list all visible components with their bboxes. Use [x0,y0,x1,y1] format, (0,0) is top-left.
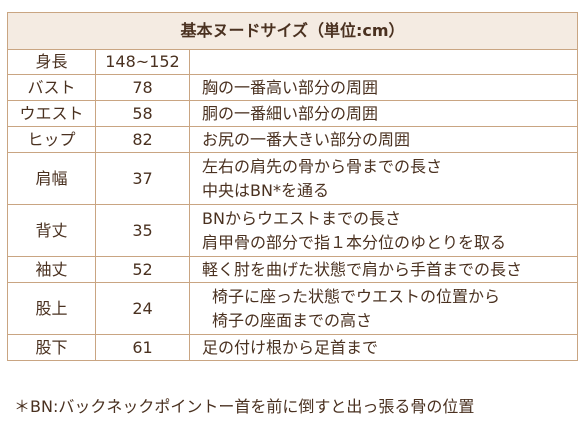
part-name: 股下 [7,334,96,361]
table-row: 股下 61 足の付け根から足首まで [7,334,579,361]
size-value: 35 [95,204,190,257]
description-line: 中央はBN*を通る [202,180,329,200]
part-name: 背丈 [7,204,96,257]
table-row: 身長 148~152 [7,49,579,75]
table-row: 袖丈 52 軽く肘を曲げた状態で肩から手首までの長さ [7,256,579,283]
size-value: 148~152 [95,49,190,75]
table-row: ウエスト 58 胴の一番細い部分の周囲 [7,100,579,127]
table-row: バスト 78 胸の一番高い部分の周囲 [7,74,579,101]
table-row: 股上 24 椅子に座った状態でウエストの位置から 椅子の座面までの高さ [7,282,579,335]
part-name: ヒップ [7,126,96,153]
measurement-description: 左右の肩先の骨から骨までの長さ 中央はBN*を通る [188,152,579,205]
nude-size-table: 基本ヌードサイズ（単位:cm） 身長 148~152 バスト 78 胸の一番高い… [6,12,579,361]
size-value: 61 [95,334,190,361]
measurement-description [188,49,579,75]
description-line: 胴の一番細い部分の周囲 [202,103,379,123]
measurement-description: 足の付け根から足首まで [188,334,579,361]
measurement-description: お尻の一番大きい部分の周囲 [188,126,579,153]
measurement-description: 胸の一番高い部分の周囲 [188,74,579,101]
table-row: 肩幅 37 左右の肩先の骨から骨までの長さ 中央はBN*を通る [7,152,579,205]
part-name: 股上 [7,282,96,335]
measurement-description: 胴の一番細い部分の周囲 [188,100,579,127]
description-line: 左右の肩先の骨から骨までの長さ [202,156,443,176]
size-value: 24 [95,282,190,335]
table-row: ヒップ 82 お尻の一番大きい部分の周囲 [7,126,579,153]
part-name: 袖丈 [7,256,96,283]
size-value: 58 [95,100,190,127]
description-line: 足の付け根から足首まで [202,337,379,357]
part-name: 肩幅 [7,152,96,205]
measurement-description: 軽く肘を曲げた状態で肩から手首までの長さ [188,256,579,283]
size-value: 82 [95,126,190,153]
description-line: 椅子に座った状態でウエストの位置から [212,286,501,306]
description-line: 軽く肘を曲げた状態で肩から手首までの長さ [202,259,523,279]
size-value: 78 [95,74,190,101]
measurement-description: BNからウエストまでの長さ 肩甲骨の部分で指１本分位のゆとりを取る [188,204,579,257]
size-value: 37 [95,152,190,205]
description-line: BNからウエストまでの長さ [202,208,401,228]
description-line: 胸の一番高い部分の周囲 [202,77,379,97]
table-title: 基本ヌードサイズ（単位:cm） [6,12,579,50]
size-value: 52 [95,256,190,283]
part-name: 身長 [7,49,96,75]
footnote: ＊BN:バックネックポイントー首を前に倒すと出っ張る骨の位置 [14,397,475,416]
measurement-description: 椅子に座った状態でウエストの位置から 椅子の座面までの高さ [188,282,579,335]
part-name: バスト [7,74,96,101]
part-name: ウエスト [7,100,96,127]
description-line: 肩甲骨の部分で指１本分位のゆとりを取る [202,232,507,252]
table-row: 背丈 35 BNからウエストまでの長さ 肩甲骨の部分で指１本分位のゆとりを取る [7,204,579,257]
description-line: お尻の一番大きい部分の周囲 [202,129,411,149]
description-line: 椅子の座面までの高さ [212,310,373,330]
